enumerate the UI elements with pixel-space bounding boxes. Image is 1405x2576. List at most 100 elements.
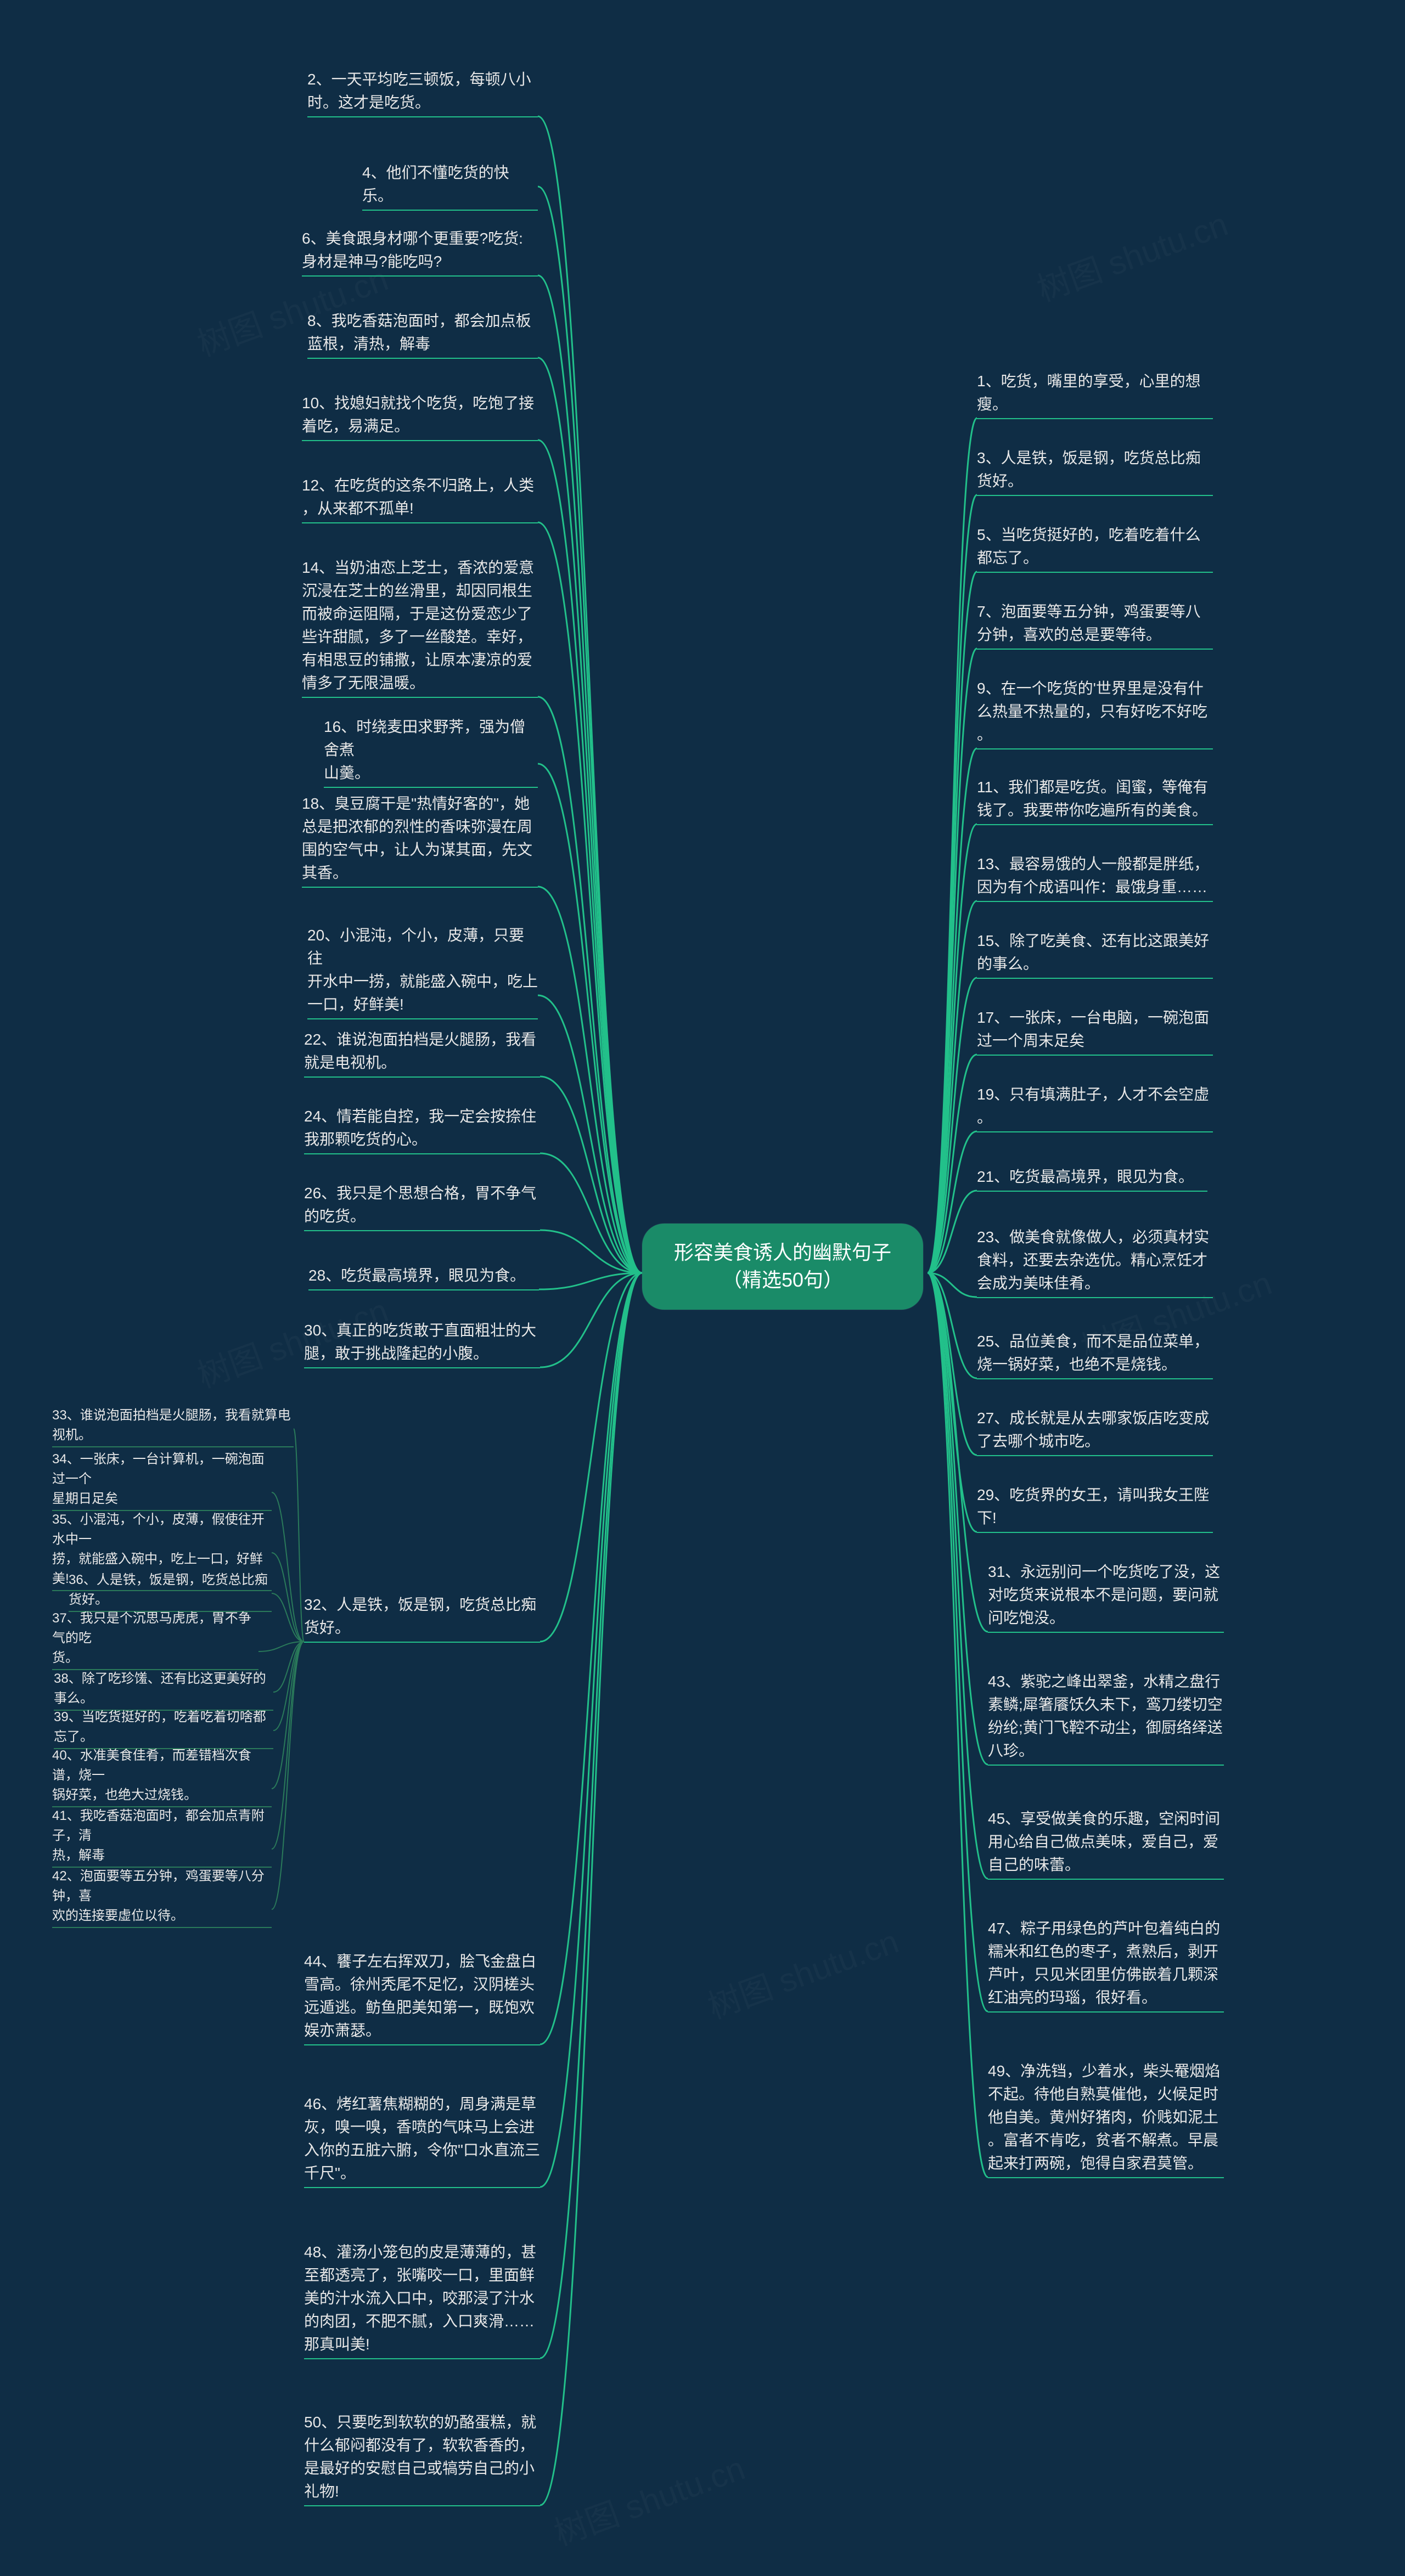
edge [540,1273,642,2044]
edge [540,1273,642,1642]
edge [928,1131,977,1273]
mindmap-canvas: 形容美食诱人的幽默句子 （精选50句） 树图 shutu.cn 树图 shutu.… [0,0,1405,2576]
edge [272,1642,304,1849]
sub-branch-node: 37、我只是个沉思马虎虎，胃不争气的吃 货。 [52,1608,258,1670]
edge [928,1273,988,2011]
edge [538,522,642,1273]
branch-node: 11、我们都是吃货。闺蜜，等俺有 钱了。我要带你吃遍所有的美食。 [977,774,1213,825]
edge [273,1642,304,1731]
branch-node: 4、他们不懂吃货的快乐。 [362,159,538,211]
branch-node: 23、做美食就像做人，必须真材实 食料，还要去杂选优。精心烹饪才 会成为美味佳肴… [977,1224,1213,1298]
edge [294,1429,304,1642]
edge [928,1055,977,1273]
edge [272,1642,304,1789]
edge [540,1273,642,2505]
edge [540,1273,642,2358]
edge [538,116,642,1273]
branch-node: 14、当奶油恋上芝士，香浓的爱意 沉浸在芝士的丝滑里，却因同根生 而被命运阻隔，… [302,554,538,698]
edge [928,978,977,1273]
branch-node: 8、我吃香菇泡面时，都会加点板 蓝根，清热，解毒 [307,307,538,359]
branch-node: 25、品位美食，而不是品位菜单， 烧一锅好菜，也绝不是烧钱。 [977,1328,1213,1379]
branch-node: 20、小混沌，个小，皮薄，只要往 开水中一捞，就能盛入碗中，吃上 一口，好鲜美! [307,922,538,1019]
edge [928,572,977,1273]
edge [928,901,977,1273]
edge [538,358,642,1273]
sub-branch-node: 36、人是铁，饭是钢，吃货总比痴货好。 [69,1569,272,1612]
branch-node: 15、除了吃美食、还有比这跟美好 的事么。 [977,927,1213,979]
edge [928,1191,977,1273]
edge [540,1273,642,2187]
sub-branch-node: 39、当吃货挺好的，吃着吃着切啥都忘了。 [54,1706,273,1749]
branch-node: 10、找媳妇就找个吃货，吃饱了接 着吃，易满足。 [302,390,538,441]
edge [928,1273,977,1455]
edge [928,1273,977,1532]
edge [540,1230,642,1273]
edge [928,748,977,1273]
edge [538,187,642,1273]
branch-node: 19、只有填满肚子，人才不会空虚 。 [977,1081,1213,1132]
branch-node: 17、一张床，一台电脑，一碗泡面 过一个周末足矣 [977,1004,1213,1056]
watermark: 树图 shutu.cn [700,1915,904,2028]
edge [538,995,642,1273]
branch-node: 6、美食跟身材哪个更重要?吃货: 身材是神马?能吃吗? [302,225,538,277]
sub-branch-node: 40、水准美食佳肴，而差错档次食谱，烧一 锅好菜，也绝大过烧钱。 [52,1745,272,1807]
branch-node: 24、情若能自控，我一定会按捺住 我那颗吃货的心。 [304,1103,540,1154]
edge [273,1642,304,1692]
branch-node: 21、吃货最高境界，眼见为食。 [977,1163,1207,1192]
edge [928,824,977,1273]
edge [928,418,977,1273]
sub-branch-node: 41、我吃香菇泡面时，都会加点青附子，清 热，解毒 [52,1805,272,1868]
edge [538,697,642,1273]
branch-node: 32、人是铁，饭是钢，吃货总比痴 货好。 [304,1591,540,1643]
edge [538,887,642,1273]
branch-node: 7、泡面要等五分钟，鸡蛋要等八 分钟，喜欢的总是要等待。 [977,598,1213,650]
sub-branch-node: 34、一张床，一台计算机，一碗泡面过一个 星期日足矣 [52,1448,272,1511]
branch-node: 13、最容易饿的人一般都是胖纸， 因为有个成语叫作：最饿身重…… [977,850,1213,902]
edge [272,1492,304,1642]
branch-node: 49、净洗铛，少着水，柴头罨烟焰 不起。待他自熟莫催他，火候足时 他自美。黄州好… [988,2058,1224,2178]
branch-node: 44、饔子左右挥双刀，脍飞金盘白 雪高。徐州秃尾不足忆，汉阴槎头 远遁逃。鲂鱼肥… [304,1948,540,2045]
edge [928,649,977,1273]
sub-branch-node: 38、除了吃珍馐、还有比这更美好的事么。 [54,1668,273,1711]
center-node: 形容美食诱人的幽默句子 （精选50句） [642,1224,923,1310]
edge [540,1273,642,1367]
edge [539,1273,642,1289]
branch-node: 26、我只是个思想合格，胃不争气 的吃货。 [304,1180,540,1231]
branch-node: 5、当吃货挺好的，吃着吃着什么 都忘了。 [977,521,1213,573]
edge [540,1153,642,1273]
branch-node: 22、谁说泡面拍档是火腿肠，我看 就是电视机。 [304,1026,540,1078]
branch-node: 9、在一个吃货的'世界里是没有什 么热量不热量的，只有好吃不好吃 。 [977,675,1213,749]
watermark: 树图 shutu.cn [547,2442,750,2555]
branch-node: 48、灌汤小笼包的皮是薄薄的，甚 至都透亮了，张嘴咬一口，里面鲜 美的汁水流入口… [304,2239,540,2359]
edge [538,275,642,1273]
branch-node: 18、臭豆腐干是"热情好客的"，她 总是把浓郁的烈性的香味弥漫在周 围的空气中，… [302,790,538,888]
branch-node: 28、吃货最高境界，眼见为食。 [308,1262,539,1290]
watermark: 树图 shutu.cn [1030,198,1233,311]
sub-branch-node: 42、泡面要等五分钟，鸡蛋要等八分钟，喜 欢的连接要虚位以待。 [52,1865,272,1928]
edge [538,440,642,1273]
branch-node: 12、在吃货的这条不归路上，人类 ，从来都不孤单! [302,472,538,523]
edge [272,1553,304,1642]
branch-node: 46、烤红薯焦糊糊的，周身满是草 灰，嗅一嗅，香喷的气味马上会进 入你的五脏六腑… [304,2090,540,2188]
branch-node: 43、紫驼之峰出翠釜，水精之盘行 素鳞;犀箸餍饫久未下，鸾刀缕切空 纷纶;黄门飞… [988,1668,1224,1766]
branch-node: 29、吃货界的女王，请叫我女王陛 下! [977,1481,1213,1533]
branch-node: 1、吃货，嘴里的享受，心里的想 瘦。 [977,368,1213,419]
edge [258,1642,304,1651]
edge [928,495,977,1273]
branch-node: 45、享受做美食的乐趣，空闲时间 用心给自己做点美味，爱自己，爱 自己的味蕾。 [988,1805,1224,1880]
edge [540,1076,642,1273]
edge [928,1273,977,1378]
branch-node: 2、一天平均吃三顿饭，每顿八小 时。这才是吃货。 [307,66,538,117]
branch-node: 47、粽子用绿色的芦叶包着纯白的 糯米和红色的枣子，煮熟后，剥开 芦叶，只见米团… [988,1915,1224,2013]
sub-branch-node: 33、谁说泡面拍档是火腿肠，我看就算电视机。 [52,1405,294,1447]
branch-node: 31、永远别问一个吃货吃了没，这 对吃货来说根本不是问题，要问就 问吃饱没。 [988,1558,1224,1633]
edge [272,1642,304,1909]
edge [928,1273,977,1297]
branch-node: 50、只要吃到软软的奶酪蛋糕，就 什么郁闷都没有了，软软香香的， 是最好的安慰自… [304,2409,540,2506]
branch-node: 27、成长就是从去哪家饭店吃变成 了去哪个城市吃。 [977,1405,1213,1456]
branch-node: 16、时绕麦田求野荠，强为僧舍煮 山羹。 [324,713,538,788]
branch-node: 3、人是铁，饭是钢，吃货总比痴 货好。 [977,444,1213,496]
branch-node: 30、真正的吃货敢于直面粗壮的大 腿，敢于挑战隆起的小腹。 [304,1317,540,1368]
edge [272,1593,304,1642]
edge [538,764,642,1273]
